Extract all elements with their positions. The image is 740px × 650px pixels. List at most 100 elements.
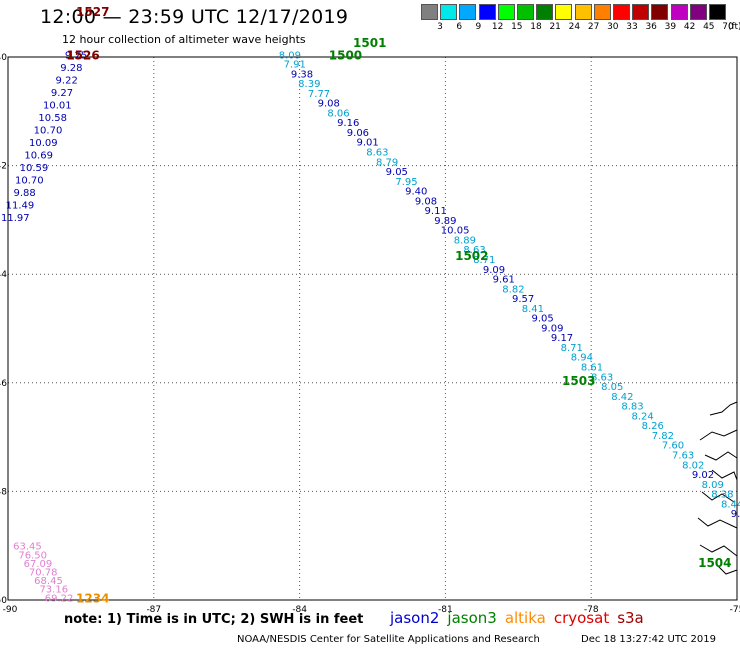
wave-height-value: 8.09	[702, 480, 724, 491]
pass-label: 1500	[329, 48, 362, 62]
colorbar-label: 9	[475, 22, 482, 32]
colorbar-label: 12	[491, 22, 504, 32]
wave-height-value: 9.28	[60, 63, 82, 74]
pass-label: 1501	[353, 36, 386, 50]
wave-height-value: 9.17	[551, 333, 573, 344]
colorbar-swatch	[574, 4, 592, 20]
wave-height-value: 8.63	[463, 245, 485, 256]
wave-height-value: 9.05	[386, 167, 408, 178]
wave-height-value: 8.06	[327, 108, 349, 119]
colorbar-swatch	[613, 4, 630, 20]
wave-height-value: 7.95	[395, 177, 417, 188]
wave-height-value: 10.09	[29, 138, 58, 149]
wave-height-value: 8.83	[621, 402, 643, 413]
coastline	[699, 544, 738, 557]
wave-height-value: 9.40	[405, 187, 427, 198]
colorbar-swatch	[670, 4, 688, 20]
wave-height-value: 76.50	[18, 550, 47, 561]
pass-label: 1503	[562, 374, 595, 388]
colorbar-label: 42	[683, 22, 696, 32]
lon-label: -84	[292, 605, 307, 615]
wave-height-value: 8.41	[522, 304, 544, 315]
corner-label: -90	[3, 605, 18, 615]
map-frame	[7, 56, 738, 601]
wave-height-value: 63.45	[13, 542, 42, 553]
wave-height-value: 9.09	[483, 265, 505, 276]
wave-height-value: 8.71	[473, 255, 495, 266]
wave-height-value: 9.89	[434, 216, 456, 227]
coastline	[699, 429, 738, 441]
wave-height-value: 8.63	[591, 372, 613, 383]
colorbar-swatch	[478, 4, 496, 20]
wave-height-value: 8.05	[601, 382, 623, 393]
wave-height-value: 8.38	[711, 490, 733, 501]
satellite-legend-jason2: jason2	[390, 609, 440, 627]
pass-label: 1234	[76, 591, 109, 605]
colorbar-swatch	[689, 4, 707, 20]
wave-height-value: 8.39	[298, 79, 320, 90]
wave-height-value: 9.14	[731, 509, 740, 520]
satellite-legend-altika: altika	[504, 609, 546, 627]
coastline	[704, 451, 738, 461]
map-subtitle: 12 hour collection of altimeter wave hei…	[62, 33, 306, 46]
wave-height-value: 10.01	[43, 100, 72, 111]
colorbar-label: 3	[437, 22, 443, 32]
map-title: 12:00 — 23:59 UTC 12/17/2019	[40, 6, 349, 28]
wave-height-value: 10.58	[38, 113, 67, 124]
lon-label: -81	[438, 605, 453, 615]
wave-height-value: 9.25	[65, 50, 87, 61]
wave-height-value: 9.11	[425, 206, 447, 217]
wave-height-value: 8.79	[376, 157, 398, 168]
lon-label: -87	[146, 605, 161, 615]
colorbar-swatch	[440, 4, 458, 20]
coastline	[701, 491, 735, 503]
lat-label: 50	[0, 596, 7, 606]
coastline	[697, 517, 738, 529]
wave-height-value: 9.09	[541, 323, 563, 334]
wave-height-value: 11.97	[1, 213, 30, 224]
colorbar-label: 70	[722, 22, 734, 32]
wave-height-value: 8.89	[454, 235, 476, 246]
wave-height-value: 9.16	[337, 118, 359, 129]
satellite-legend-cryosat: cryosat	[553, 609, 610, 627]
colorbar-swatch	[709, 4, 726, 20]
wave-height-value: 7.82	[652, 431, 674, 442]
colorbar-label: 27	[587, 22, 600, 32]
colorbar-swatch	[651, 4, 669, 20]
wave-height-value: 7.60	[662, 441, 684, 452]
wave-height-value: 9.01	[357, 138, 379, 149]
wave-height-value: 70.78	[29, 567, 58, 578]
lon-label: -75	[730, 605, 740, 615]
wave-height-value: 68.45	[34, 576, 63, 587]
wave-height-value: 8.02	[682, 460, 704, 471]
coastline	[711, 469, 738, 481]
colorbar-label: 21	[549, 22, 561, 32]
coastline	[717, 565, 738, 575]
wave-height-value: 10.59	[20, 163, 49, 174]
wave-height-value: 10.69	[24, 151, 53, 162]
credit-text: NOAA/NESDIS Center for Satellite Applica…	[237, 634, 540, 645]
wave-height-value: 9.61	[493, 275, 515, 286]
wave-height-value: 8.09	[279, 50, 301, 61]
colorbar-label: 18	[530, 22, 542, 32]
satellite-legend-s3a: s3a	[617, 609, 644, 627]
wave-height-value: 10.70	[34, 125, 63, 136]
colorbar-label: 36	[645, 22, 657, 32]
colorbar-swatch	[555, 4, 573, 20]
wave-height-value: 7.63	[672, 450, 694, 461]
wave-height-value: 8.82	[502, 284, 524, 295]
wave-height-value: 9.22	[56, 75, 78, 86]
wave-height-value: 10.05	[441, 226, 470, 237]
lon-label: -78	[584, 605, 599, 615]
colorbar-swatch	[497, 4, 515, 20]
wave-height-value: 69.22	[45, 593, 74, 604]
coastline	[709, 401, 738, 416]
lat-label: 42	[0, 162, 7, 172]
colorbar-label: 30	[607, 22, 619, 32]
pass-label: 1502	[455, 249, 488, 263]
pass-label: 1504	[698, 556, 731, 570]
wave-height-value: 7.91	[284, 60, 306, 71]
wave-height-value: 8.94	[571, 353, 593, 364]
wave-height-value: 8.63	[366, 147, 388, 158]
wave-height-value: 11.49	[6, 201, 35, 212]
